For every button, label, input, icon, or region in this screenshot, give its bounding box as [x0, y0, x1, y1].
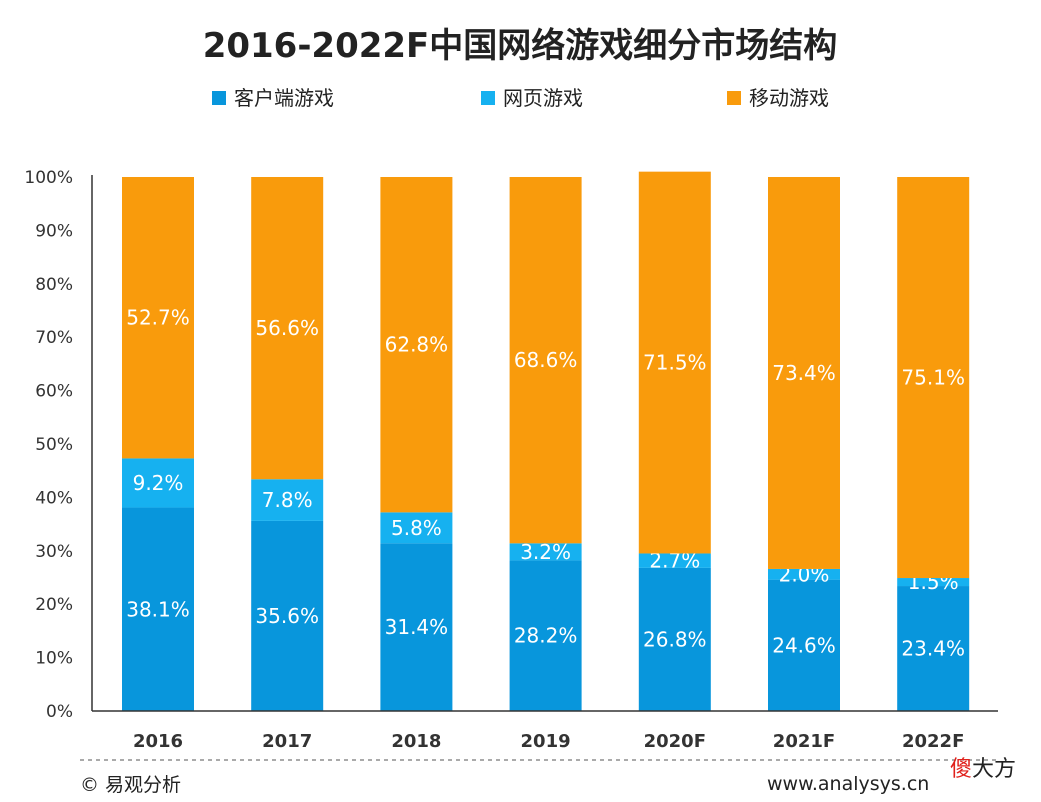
bar-segment-2016-3 — [122, 177, 194, 459]
y-tick-label: 20% — [35, 595, 73, 615]
data-label: 71.5% — [643, 351, 707, 375]
data-label: 3.2% — [520, 540, 571, 564]
data-label: 9.2% — [133, 471, 184, 495]
bar-segment-2020F-2 — [638, 553, 711, 568]
bar-segment-2022F-2 — [897, 578, 970, 587]
bar-segment-2020F-3 — [638, 171, 711, 554]
website-link[interactable]: www.analysys.cn — [767, 773, 929, 795]
x-tick-label: 2020F — [644, 731, 706, 752]
data-label: 62.8% — [385, 333, 449, 357]
bars: 38.1% 9.2% 52.7% 35.6% 7.8% 56.6% 31.4% 5.8% 62.… — [122, 171, 970, 711]
y-tick-label: 100% — [24, 168, 73, 188]
y-tick-label: 90% — [35, 221, 73, 241]
badge-text: 傻大方 — [950, 757, 1016, 782]
y-tick-label: 70% — [35, 328, 73, 348]
bar-segment-2018-2 — [380, 512, 453, 544]
x-tick-label: 2021F — [773, 731, 835, 752]
x-tick-label: 2022F — [902, 731, 964, 752]
source-credit: © 易观分析 — [80, 774, 181, 796]
watermark-badge: 傻大方 — [950, 757, 1016, 782]
bar-segment-2020F-1 — [638, 567, 711, 711]
y-tick-label: 60% — [35, 382, 73, 402]
x-tick-label: 2019 — [521, 731, 571, 752]
y-axis: 0% 10% 20% 30% 40% 50% 60% 70% 80% 90% 100% — [24, 168, 93, 722]
data-label: 23.4% — [901, 637, 965, 661]
legend-label-1: 客户端游戏 — [234, 86, 334, 110]
data-label: 75.1% — [901, 366, 965, 390]
footer: © 易观分析 www.analysys.cn 傻大方 — [80, 757, 1016, 796]
bar-segment-2021F-2 — [768, 568, 840, 580]
data-label: 5.8% — [391, 516, 442, 540]
legend-swatch-3 — [727, 91, 741, 105]
bar-segment-2019-3 — [509, 177, 582, 544]
bar-segment-2021F-3 — [768, 177, 840, 569]
data-label: 24.6% — [772, 633, 836, 657]
bar-segment-2018-3 — [380, 177, 453, 513]
bar-segment-2022F-1 — [897, 586, 970, 711]
chart-title: 2016-2022F中国网络游戏细分市场结构 — [203, 26, 838, 66]
legend-label-3: 移动游戏 — [749, 86, 829, 110]
bar-segment-2016-2 — [122, 458, 194, 508]
x-tick-label: 2017 — [262, 731, 312, 752]
bar-segment-2016-1 — [122, 507, 194, 711]
data-label: 56.6% — [255, 316, 319, 340]
bar-segment-2019-2 — [509, 543, 582, 561]
data-label: 73.4% — [772, 361, 836, 385]
bar-segment-2018-1 — [380, 543, 453, 711]
x-tick-label: 2018 — [391, 731, 441, 752]
data-label: 28.2% — [514, 624, 578, 648]
bar-segment-2017-2 — [251, 479, 324, 521]
bar-segment-2021F-1 — [768, 579, 840, 711]
y-tick-label: 30% — [35, 542, 73, 562]
legend-swatch-1 — [212, 91, 226, 105]
data-label: 35.6% — [255, 604, 319, 628]
data-label: 38.1% — [126, 597, 190, 621]
data-label: 52.7% — [126, 306, 190, 330]
bar-segment-2017-3 — [251, 177, 324, 480]
legend-swatch-2 — [481, 91, 495, 105]
data-label: 26.8% — [643, 627, 707, 651]
bar-segment-2017-1 — [251, 520, 324, 711]
data-label: 31.4% — [385, 615, 449, 639]
legend-label-2: 网页游戏 — [503, 86, 583, 110]
legend: 客户端游戏 网页游戏 移动游戏 — [212, 86, 829, 110]
x-axis: 2016 2017 2018 2019 2020F 2021F 2022F — [80, 710, 1000, 761]
y-tick-label: 10% — [35, 649, 73, 669]
x-tick-label: 2016 — [133, 731, 183, 752]
data-label: 7.8% — [262, 488, 313, 512]
bar-segment-2019-1 — [509, 560, 582, 711]
y-tick-label: 80% — [35, 275, 73, 295]
y-tick-label: 40% — [35, 488, 73, 508]
y-tick-label: 50% — [35, 435, 73, 455]
y-tick-label: 0% — [46, 702, 73, 722]
bar-segment-2022F-3 — [897, 177, 970, 579]
data-label: 68.6% — [514, 348, 578, 372]
